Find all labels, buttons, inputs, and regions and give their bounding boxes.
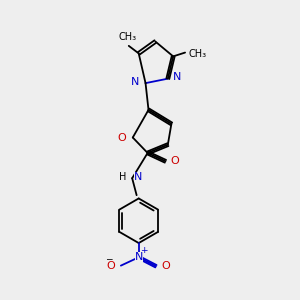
- Text: N: N: [134, 252, 143, 262]
- Text: CH₃: CH₃: [189, 49, 207, 59]
- Text: O: O: [171, 156, 180, 166]
- Text: N: N: [173, 72, 182, 82]
- Text: CH₃: CH₃: [118, 32, 136, 42]
- Text: O: O: [107, 261, 116, 271]
- Text: N: N: [134, 172, 142, 182]
- Text: +: +: [140, 246, 148, 255]
- Text: N: N: [130, 76, 139, 87]
- Text: O: O: [161, 261, 170, 271]
- Text: H: H: [119, 172, 127, 182]
- Text: O: O: [118, 133, 126, 142]
- Text: −: −: [105, 255, 113, 264]
